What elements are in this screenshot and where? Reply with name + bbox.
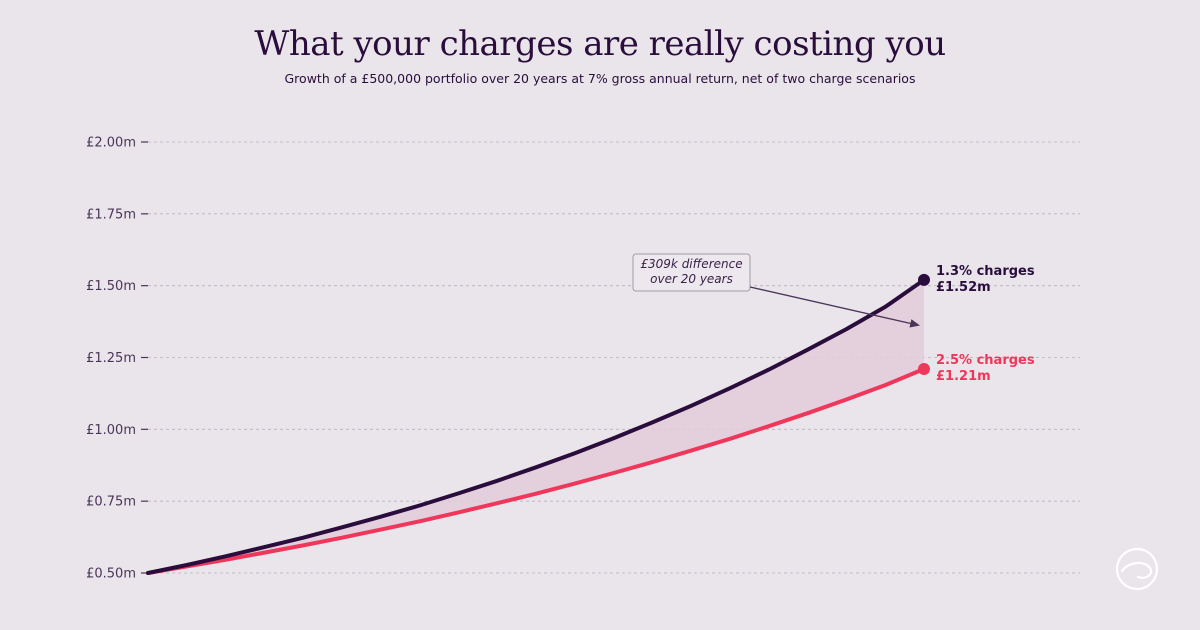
series-end-label-value: £1.52m bbox=[936, 280, 991, 295]
series-line bbox=[146, 367, 926, 575]
brand-circle-logo-icon bbox=[1115, 547, 1159, 591]
difference-shaded-area bbox=[148, 279, 924, 573]
series-lines bbox=[146, 273, 930, 575]
annotation-arrow bbox=[749, 286, 914, 325]
y-tick-label: £1.75m bbox=[86, 207, 136, 222]
y-tick-label: £0.50m bbox=[86, 567, 136, 582]
annotation-arrowhead bbox=[909, 319, 920, 328]
y-tick-label: £0.75m bbox=[86, 495, 136, 510]
series-end-label-name: 2.5% charges bbox=[936, 353, 1035, 368]
y-axis: £0.50m £0.75m £1.00m £1.25m £1.50m £1.75m £2.0… bbox=[86, 136, 148, 582]
annotation-line2: over 20 years bbox=[650, 272, 733, 286]
difference-annotation: £309k difference over 20 years bbox=[632, 253, 920, 328]
series-end-label-value: £1.21m bbox=[936, 369, 991, 384]
y-tick-label: £2.00m bbox=[86, 136, 136, 151]
end-labels: 2.5% charges£1.21m 1.3% charges£1.52m bbox=[936, 264, 1035, 384]
series-end-point bbox=[918, 273, 930, 286]
series-line bbox=[146, 277, 926, 575]
chart-subtitle: Growth of a £500,000 portfolio over 20 y… bbox=[284, 71, 916, 86]
annotation-line1: £309k difference bbox=[640, 257, 742, 271]
y-tick-label: £1.50m bbox=[86, 279, 136, 294]
series-end-point bbox=[918, 362, 930, 375]
series-end-label-name: 1.3% charges bbox=[936, 264, 1035, 279]
y-tick-label: £1.00m bbox=[86, 423, 136, 438]
annotation-box bbox=[632, 253, 751, 292]
chart-title: What your charges are really costing you bbox=[254, 24, 946, 64]
y-tick-label: £1.25m bbox=[86, 351, 136, 366]
